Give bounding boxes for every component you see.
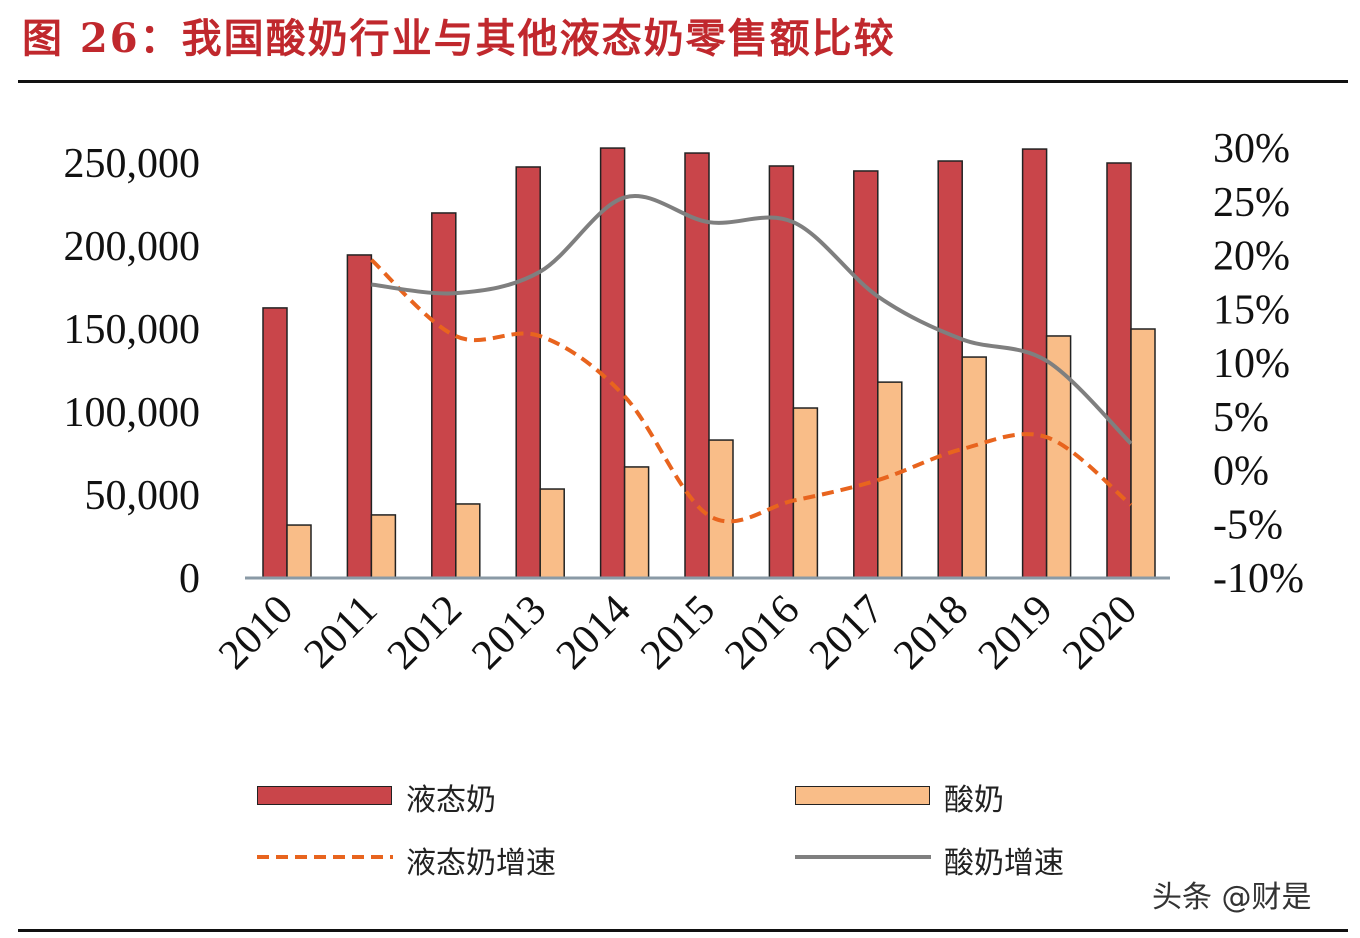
bar-yogurt bbox=[877, 381, 903, 579]
x-axis-tick-label: 2011 bbox=[296, 587, 387, 678]
left-axis-tick-label: 0 bbox=[179, 556, 200, 602]
bar-liquid-milk bbox=[1106, 162, 1132, 579]
right-axis-tick-label: 20% bbox=[1213, 234, 1290, 280]
x-axis-tick-label: 2019 bbox=[970, 587, 1062, 679]
left-axis-tick-label: 50,000 bbox=[85, 473, 201, 519]
x-axis-tick-label: 2012 bbox=[379, 587, 471, 679]
right-axis-tick-label: 15% bbox=[1213, 287, 1290, 333]
right-axis-tick-label: -5% bbox=[1213, 502, 1283, 548]
x-axis-tick-label: 2014 bbox=[548, 587, 640, 679]
bar-liquid-milk bbox=[937, 160, 963, 579]
legend-label: 酸奶增速 bbox=[944, 846, 1064, 881]
line-yogurt-growth bbox=[371, 194, 1133, 446]
bar-liquid-milk bbox=[599, 147, 626, 579]
right-axis-tick-label: 5% bbox=[1213, 395, 1269, 441]
bar-liquid-milk bbox=[431, 212, 457, 579]
bar-liquid-milk bbox=[346, 254, 373, 579]
x-axis-tick-label: 2017 bbox=[801, 587, 893, 679]
bar-yogurt bbox=[539, 488, 565, 579]
top-rule bbox=[18, 80, 1348, 83]
bar-yogurt bbox=[370, 514, 397, 579]
bar-liquid-milk bbox=[768, 165, 795, 579]
bottom-rule bbox=[18, 929, 1348, 932]
watermark: 头条 @财是 bbox=[1152, 880, 1312, 915]
bar-yogurt bbox=[961, 356, 987, 579]
legend-label: 酸奶 bbox=[944, 783, 1004, 818]
left-axis-tick-label: 250,000 bbox=[64, 141, 201, 187]
x-axis-tick-label: 2016 bbox=[717, 587, 809, 679]
x-axis-tick-label: 2015 bbox=[632, 587, 724, 679]
x-axis-tick-label: 2013 bbox=[463, 587, 555, 679]
bar-yogurt bbox=[286, 524, 312, 579]
x-axis-tick-label: 2010 bbox=[210, 587, 302, 679]
right-axis-tick-label: 25% bbox=[1213, 180, 1290, 226]
legend-swatch-yogurt bbox=[795, 786, 930, 805]
bar-liquid-milk bbox=[684, 152, 710, 579]
right-axis-tick-label: -10% bbox=[1213, 556, 1304, 602]
x-axis-tick-label: 2018 bbox=[885, 587, 977, 679]
bar-yogurt bbox=[455, 503, 481, 579]
legend-label: 液态奶增速 bbox=[406, 846, 556, 881]
x-axis-tick-label: 2020 bbox=[1054, 587, 1146, 679]
legend-swatch-liquid-milk bbox=[257, 786, 392, 805]
bar-liquid-milk bbox=[1021, 148, 1048, 579]
line-liquid-milk-growth bbox=[370, 258, 1133, 524]
right-axis-tick-label: 30% bbox=[1213, 126, 1290, 172]
right-axis-tick-label: 10% bbox=[1213, 341, 1290, 387]
bar-liquid-milk bbox=[515, 166, 541, 579]
left-axis-tick-label: 200,000 bbox=[64, 224, 201, 270]
right-axis-tick-label: 0% bbox=[1213, 449, 1269, 495]
legend-label: 液态奶 bbox=[406, 783, 496, 818]
left-axis-tick-label: 100,000 bbox=[64, 390, 201, 436]
left-axis-tick-label: 150,000 bbox=[64, 307, 201, 353]
bar-yogurt bbox=[792, 407, 819, 579]
bar-yogurt bbox=[1045, 335, 1072, 579]
legend-swatch-liquid-milk-growth bbox=[257, 855, 393, 859]
legend-swatch-yogurt-growth bbox=[795, 855, 931, 859]
bar-liquid-milk bbox=[262, 307, 288, 579]
bar-yogurt bbox=[1130, 328, 1156, 579]
chart-title: 图 26：我国酸奶行业与其他液态奶零售额比较 bbox=[22, 15, 896, 62]
bar-liquid-milk bbox=[853, 170, 879, 579]
bar-yogurt bbox=[623, 466, 650, 579]
bar-yogurt bbox=[708, 439, 734, 579]
